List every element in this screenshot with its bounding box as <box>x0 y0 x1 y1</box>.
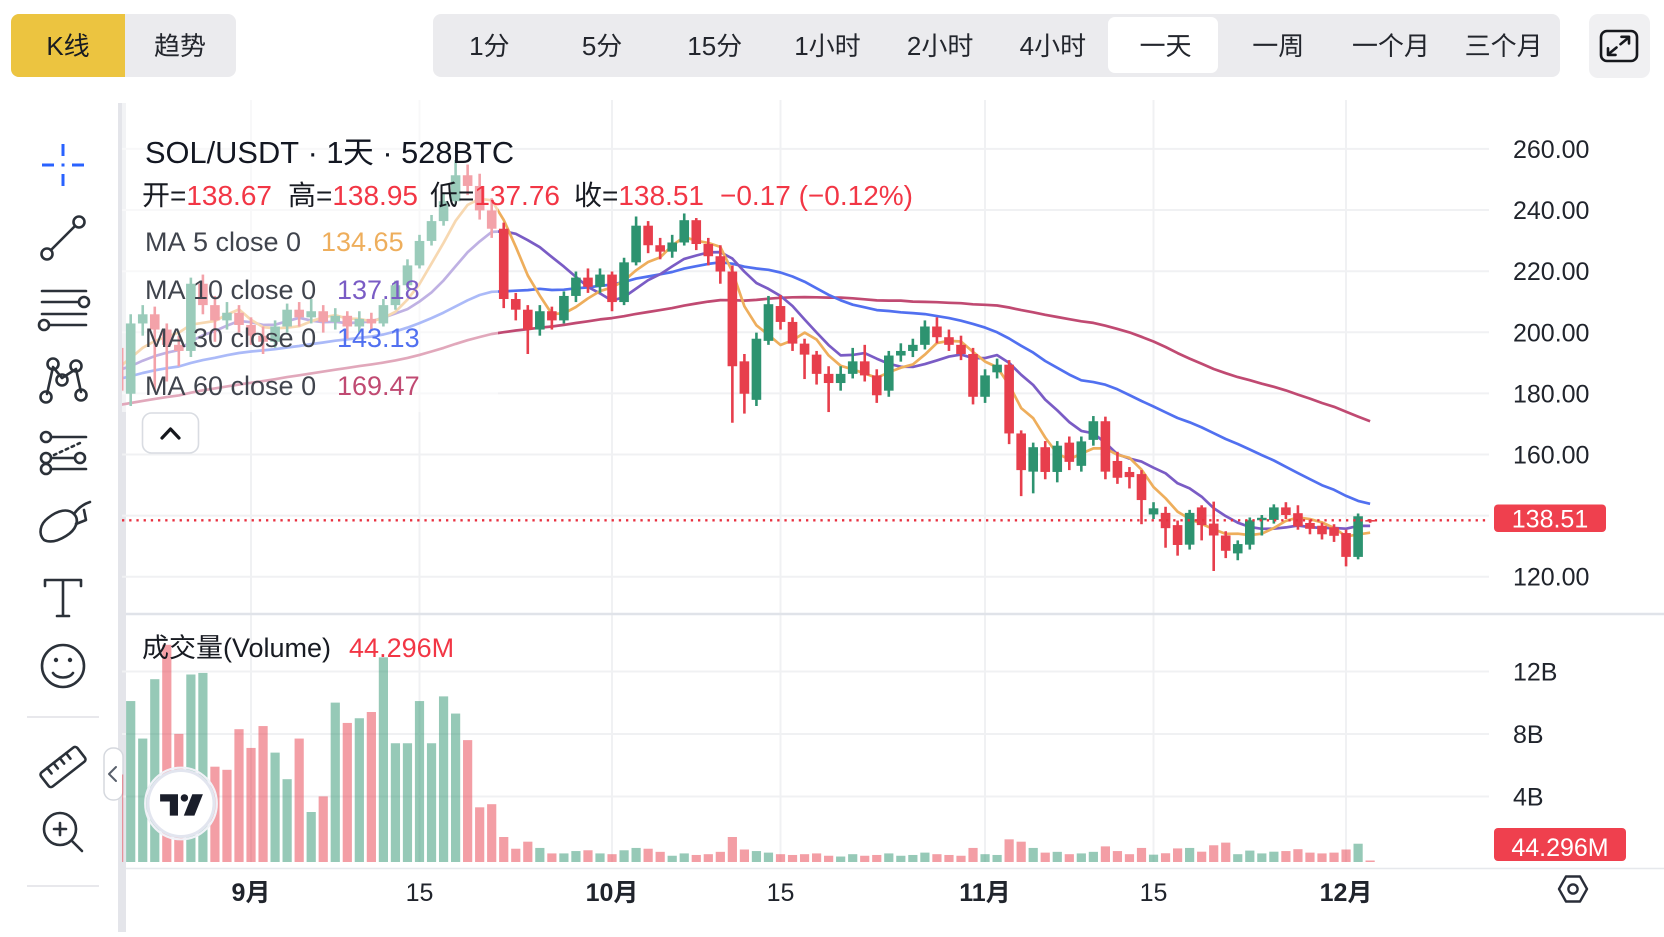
svg-text:260.00: 260.00 <box>1513 136 1589 164</box>
svg-text:138.95: 138.95 <box>332 180 418 211</box>
svg-text:4B: 4B <box>1513 784 1544 812</box>
svg-text:44.296M: 44.296M <box>1511 834 1608 862</box>
svg-text:K: K <box>46 31 64 61</box>
svg-text:9: 9 <box>232 879 246 907</box>
svg-text:1: 1 <box>794 31 808 61</box>
svg-text:15: 15 <box>767 879 795 907</box>
svg-text:138.51: 138.51 <box>618 180 704 211</box>
svg-text:=: = <box>602 180 618 211</box>
svg-text:=: = <box>458 180 474 211</box>
svg-text:15: 15 <box>687 31 716 61</box>
svg-text:−0.17 (−0.12%): −0.17 (−0.12%) <box>720 180 913 211</box>
svg-text:11: 11 <box>959 879 986 907</box>
svg-text:138.51: 138.51 <box>1512 506 1588 534</box>
svg-text:5: 5 <box>582 31 596 61</box>
svg-text:MA 5 close 0: MA 5 close 0 <box>145 227 301 257</box>
svg-text:200.00: 200.00 <box>1513 319 1589 347</box>
svg-text:137.76: 137.76 <box>474 180 560 211</box>
svg-text:220.00: 220.00 <box>1513 258 1589 286</box>
svg-text:SOL/USDT · 1: SOL/USDT · 1 <box>145 135 344 170</box>
svg-text:160.00: 160.00 <box>1513 442 1589 470</box>
svg-text:8B: 8B <box>1513 721 1544 749</box>
svg-text:143.13: 143.13 <box>337 323 420 353</box>
svg-text:137.18: 137.18 <box>337 275 420 305</box>
svg-text:2: 2 <box>907 31 921 61</box>
svg-text:10: 10 <box>586 879 614 907</box>
svg-text:MA 30 close 0: MA 30 close 0 <box>145 323 316 353</box>
svg-text:44.296M: 44.296M <box>349 633 454 663</box>
svg-text:15: 15 <box>406 879 434 907</box>
svg-text:MA 60 close 0: MA 60 close 0 <box>145 371 316 401</box>
svg-text:(Volume): (Volume) <box>223 633 331 663</box>
svg-text:· 528BTC: · 528BTC <box>374 135 514 170</box>
svg-text:169.47: 169.47 <box>337 371 420 401</box>
svg-text:134.65: 134.65 <box>321 227 404 257</box>
svg-text:12: 12 <box>1320 879 1348 907</box>
svg-text:1: 1 <box>469 31 483 61</box>
svg-text:240.00: 240.00 <box>1513 197 1589 225</box>
svg-text:MA 10 close 0: MA 10 close 0 <box>145 275 316 305</box>
svg-text:120.00: 120.00 <box>1513 564 1589 592</box>
svg-text:138.67: 138.67 <box>186 180 272 211</box>
svg-text:4: 4 <box>1020 31 1034 61</box>
svg-text:15: 15 <box>1140 879 1168 907</box>
svg-text:=: = <box>316 180 332 211</box>
svg-text:=: = <box>170 180 186 211</box>
svg-text:12B: 12B <box>1513 659 1557 687</box>
svg-text:180.00: 180.00 <box>1513 380 1589 408</box>
